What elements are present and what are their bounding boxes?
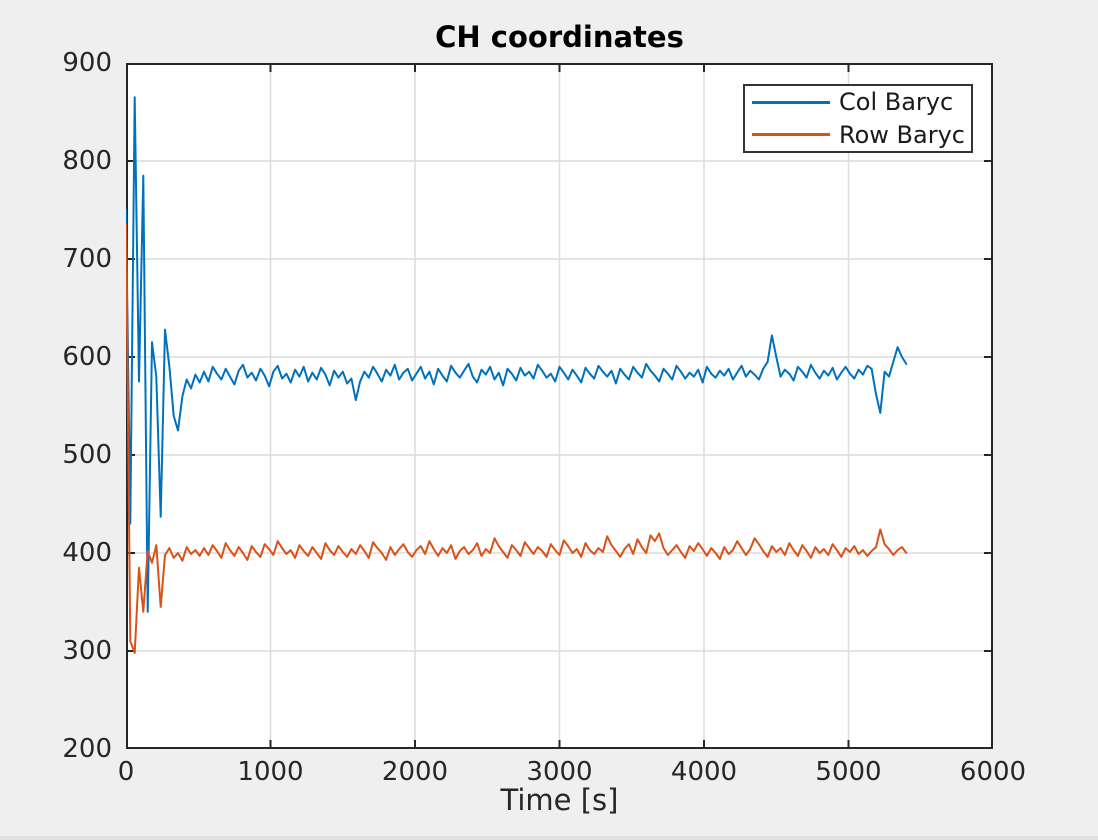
x-tick-label-4000: 4000 bbox=[670, 757, 738, 787]
figure-bottom-edge bbox=[0, 836, 1098, 840]
legend-line-sample-col-baryc bbox=[752, 100, 830, 104]
chart-canvas bbox=[126, 63, 993, 749]
y-tick-label-600: 600 bbox=[62, 342, 112, 372]
y-tick-label-300: 300 bbox=[62, 636, 112, 666]
x-tick-label-1000: 1000 bbox=[237, 757, 304, 787]
chart-title: CH coordinates bbox=[435, 20, 684, 54]
y-tick-label-500: 500 bbox=[62, 440, 112, 470]
y-tick-label-700: 700 bbox=[62, 244, 112, 274]
y-tick-label-400: 400 bbox=[62, 538, 112, 568]
x-tick-label-0: 0 bbox=[117, 757, 135, 787]
x-tick-label-3000: 3000 bbox=[526, 757, 593, 787]
y-tick-label-900: 900 bbox=[62, 48, 112, 78]
legend-entry-row-baryc: Row Baryc bbox=[745, 119, 971, 151]
x-tick-label-5000: 5000 bbox=[815, 757, 882, 787]
legend-entry-col-baryc: Col Baryc bbox=[745, 86, 971, 118]
series-line-1 bbox=[126, 223, 908, 654]
y-tick-label-200: 200 bbox=[62, 734, 112, 764]
plot-area bbox=[126, 63, 993, 749]
legend-line-sample-row-baryc bbox=[752, 133, 830, 137]
series-line-0 bbox=[126, 96, 908, 613]
x-axis-label: Time [s] bbox=[500, 783, 619, 817]
y-tick-label-800: 800 bbox=[62, 146, 112, 176]
legend-label-col-baryc: Col Baryc bbox=[839, 88, 954, 117]
legend-label-row-baryc: Row Baryc bbox=[839, 120, 965, 149]
legend[interactable]: Col Baryc Row Baryc bbox=[743, 84, 973, 153]
x-tick-label-2000: 2000 bbox=[381, 757, 449, 787]
x-tick-label-6000: 6000 bbox=[959, 757, 1027, 787]
